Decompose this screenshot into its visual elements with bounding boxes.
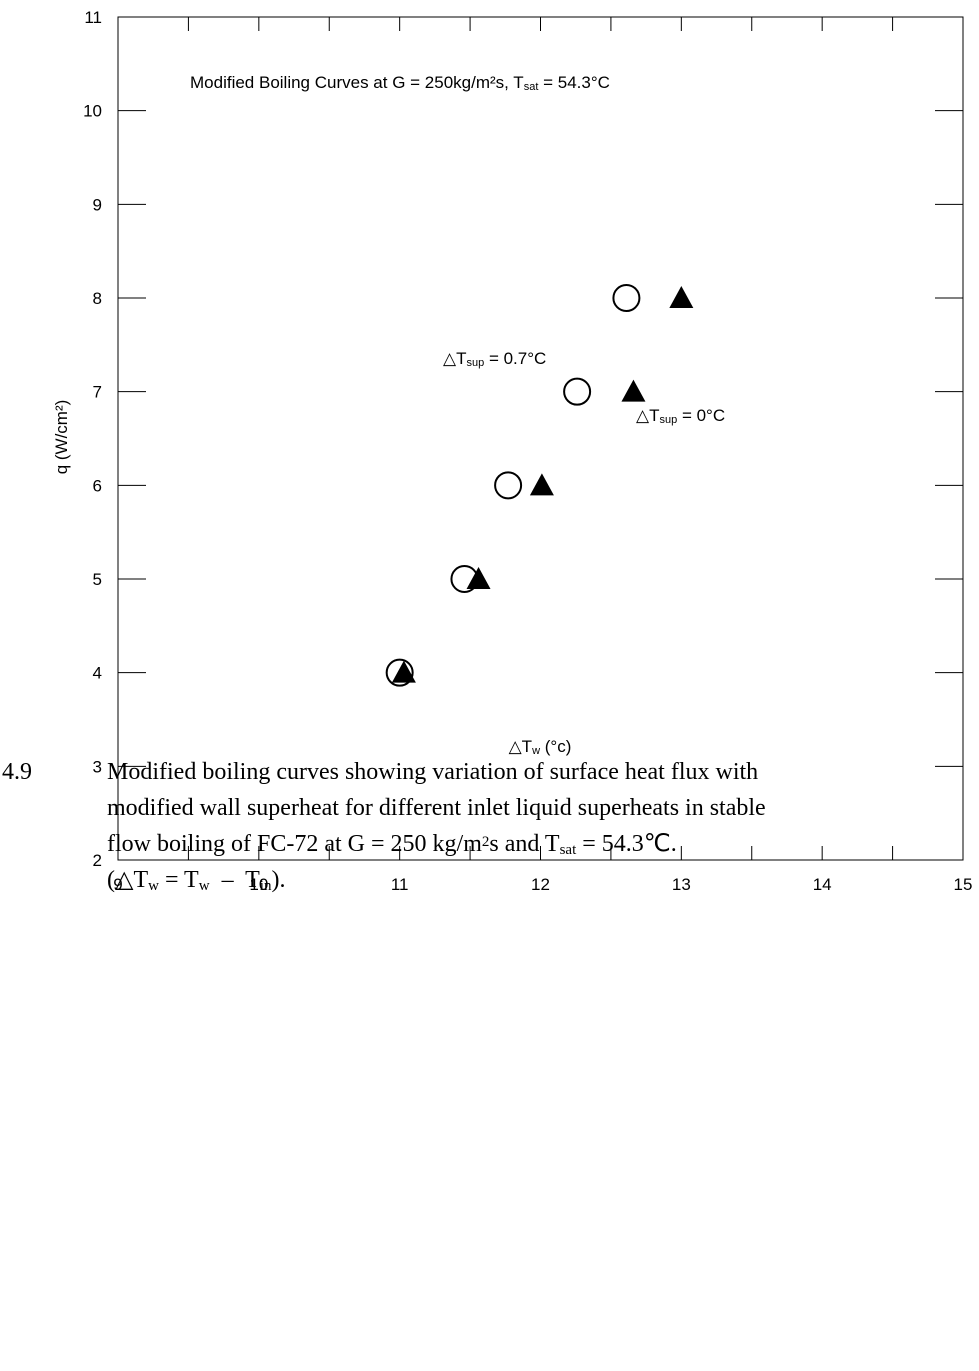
text-part: in bbox=[260, 878, 272, 894]
caption: 4.9 Modified boiling curves showing varia… bbox=[2, 759, 766, 894]
series-label: △Tsup = 0°C bbox=[636, 406, 725, 426]
y-axis-label: q (W/cm²) bbox=[52, 400, 71, 475]
data-point bbox=[669, 286, 693, 308]
series-label: △Tsup = 0.7°C bbox=[443, 349, 546, 369]
text-part: w bbox=[199, 878, 210, 894]
text-part: s and T bbox=[489, 831, 560, 857]
x-tick-label: 14 bbox=[813, 875, 832, 894]
text-part: △T bbox=[443, 349, 466, 368]
y-tick-label: 2 bbox=[93, 851, 102, 870]
caption-line: Modified boiling curves showing variatio… bbox=[107, 759, 758, 785]
text-part: Modified Boiling Curves at G = 250kg/m²s… bbox=[190, 73, 524, 92]
y-tick-label: 6 bbox=[93, 476, 102, 495]
data-point bbox=[613, 285, 639, 311]
caption-number: 4.9 bbox=[2, 759, 32, 785]
y-tick-label: 4 bbox=[93, 664, 102, 683]
text-part: sup bbox=[659, 414, 677, 426]
data-point bbox=[467, 567, 491, 589]
data-point bbox=[564, 379, 590, 405]
text-part: w bbox=[531, 745, 540, 757]
text-part: sat bbox=[560, 842, 577, 858]
y-tick-label: 11 bbox=[84, 8, 102, 27]
text-part: sup bbox=[466, 357, 484, 369]
text-part: △T bbox=[509, 737, 532, 756]
figure: 2345678910119101112131415Modified Boilin… bbox=[0, 0, 979, 1371]
y-tick-label: 10 bbox=[83, 102, 102, 121]
page: 2345678910119101112131415Modified Boilin… bbox=[0, 0, 979, 1371]
y-tick-label: 7 bbox=[93, 383, 102, 402]
text-part: △T bbox=[636, 406, 659, 425]
y-tick-label: 9 bbox=[93, 195, 102, 214]
caption-line: (△Tw = Tw – Tin). bbox=[107, 867, 285, 894]
text-part: = 0°C bbox=[677, 406, 725, 425]
text-part: Modified boiling curves showing variatio… bbox=[107, 759, 758, 785]
text-part: – T bbox=[210, 867, 261, 893]
text-part: = 54.3℃. bbox=[576, 831, 677, 857]
text-part: (△T bbox=[107, 867, 148, 893]
x-tick-label: 11 bbox=[391, 875, 409, 894]
x-tick-label: 13 bbox=[672, 875, 691, 894]
y-tick-label: 5 bbox=[93, 570, 102, 589]
text-part: = 0.7°C bbox=[484, 349, 546, 368]
caption-line: flow boiling of FC-72 at G = 250 kg/m2s … bbox=[107, 831, 677, 858]
text-part: ). bbox=[271, 867, 285, 893]
x-axis-label: △Tw (°c) bbox=[509, 737, 572, 757]
text-part: w bbox=[148, 878, 159, 894]
text-part: sat bbox=[524, 81, 539, 93]
x-tick-label: 15 bbox=[954, 875, 973, 894]
y-tick-label: 8 bbox=[93, 289, 102, 308]
plot-frame bbox=[118, 17, 963, 860]
text-part: modified wall superheat for different in… bbox=[107, 795, 766, 821]
y-tick-label: 3 bbox=[93, 757, 102, 776]
chart-title: Modified Boiling Curves at G = 250kg/m²s… bbox=[190, 73, 610, 93]
text-part: = 54.3°C bbox=[538, 73, 610, 92]
data-point bbox=[621, 380, 645, 402]
data-point bbox=[530, 473, 554, 495]
text-part: 2 bbox=[482, 834, 490, 850]
caption-line: modified wall superheat for different in… bbox=[107, 795, 766, 821]
text-part: = T bbox=[159, 867, 199, 893]
text-part: (°c) bbox=[540, 737, 571, 756]
text-part: flow boiling of FC-72 at G = 250 kg/m bbox=[107, 831, 482, 857]
x-tick-label: 12 bbox=[531, 875, 550, 894]
data-point bbox=[495, 472, 521, 498]
